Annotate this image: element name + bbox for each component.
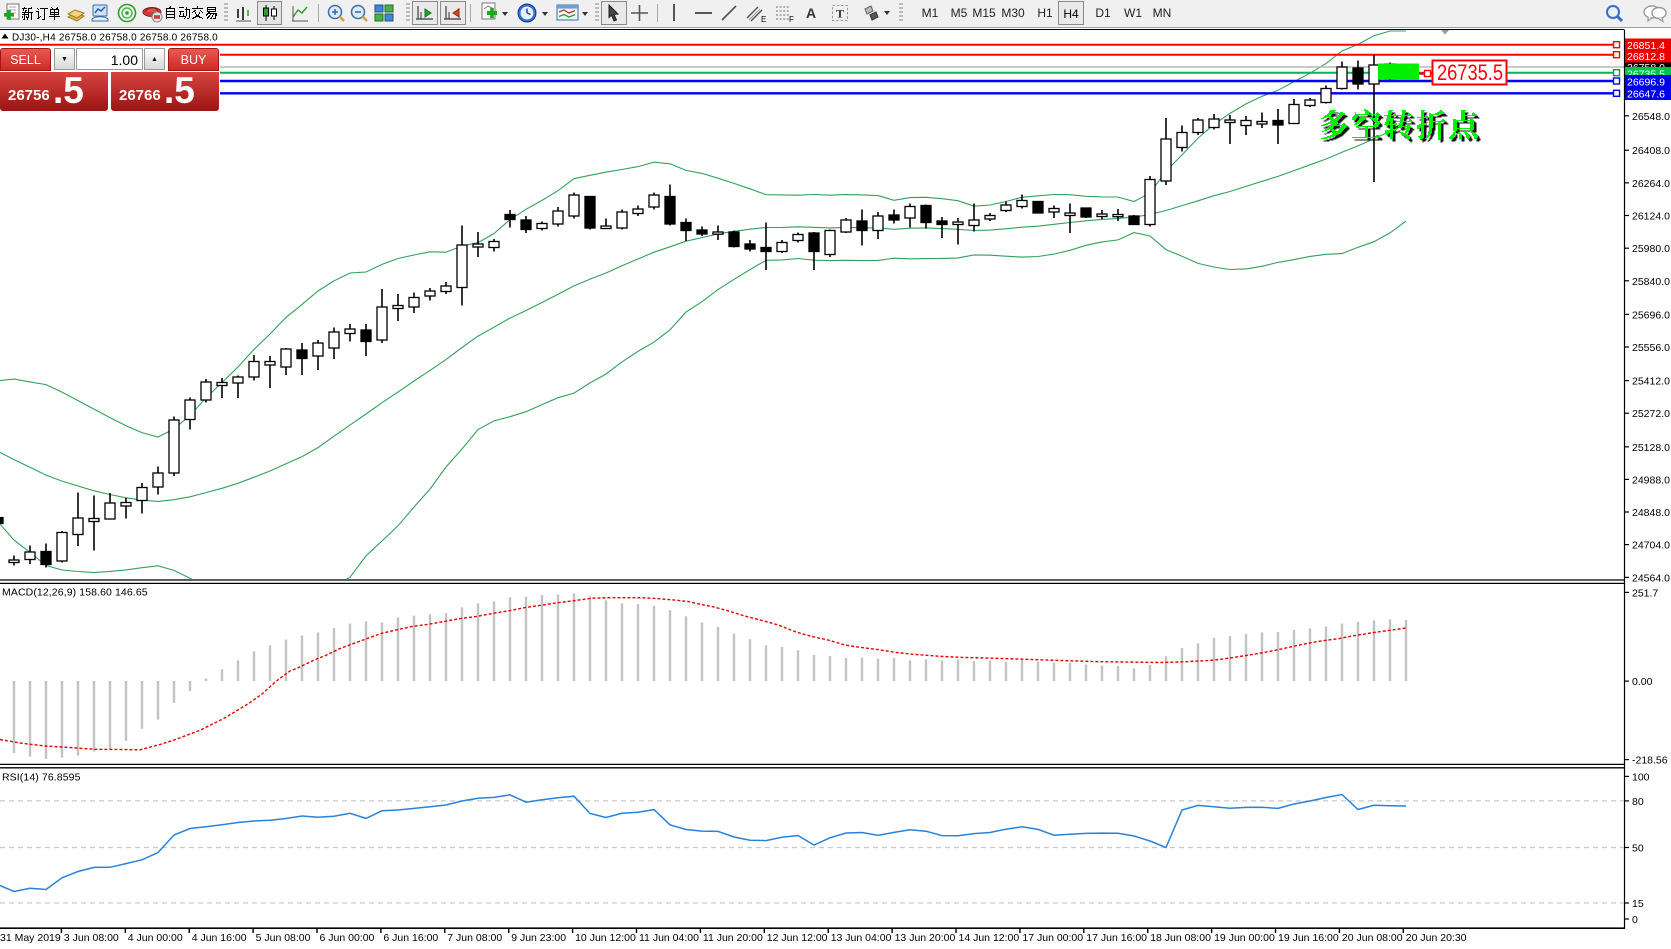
svg-text:100: 100: [1632, 771, 1650, 783]
svg-text:F: F: [789, 15, 794, 23]
svg-text:26647.6: 26647.6: [1627, 89, 1665, 101]
svg-text:9 Jun 23:00: 9 Jun 23:00: [511, 932, 566, 944]
svg-text:25412.0: 25412.0: [1632, 376, 1670, 388]
svg-text:20 Jun 20:30: 20 Jun 20:30: [1406, 932, 1467, 944]
svg-text:25980.0: 25980.0: [1632, 243, 1670, 255]
svg-text:24848.0: 24848.0: [1632, 507, 1670, 519]
svg-text:251.7: 251.7: [1632, 587, 1658, 599]
svg-text:25556.0: 25556.0: [1632, 342, 1670, 354]
svg-text:26124.0: 26124.0: [1632, 211, 1670, 223]
svg-text:20 Jun 08:00: 20 Jun 08:00: [1342, 932, 1403, 944]
svg-text:80: 80: [1632, 796, 1644, 808]
svg-text:26548.0: 26548.0: [1632, 111, 1670, 123]
svg-text:24704.0: 24704.0: [1632, 540, 1670, 552]
svg-text:25272.0: 25272.0: [1632, 408, 1670, 420]
svg-text:DJ30-,H4 26758.0 26758.0 2675: DJ30-,H4 26758.0 26758.0 26758.0 26758.0: [12, 33, 218, 44]
svg-text:7 Jun 08:00: 7 Jun 08:00: [447, 932, 502, 944]
svg-text:26851.4: 26851.4: [1627, 40, 1665, 52]
svg-text:31 May 2019: 31 May 2019: [0, 932, 61, 944]
svg-text:RSI(14) 76.8595: RSI(14) 76.8595: [2, 772, 81, 784]
svg-text:3 Jun 08:00: 3 Jun 08:00: [64, 932, 119, 944]
svg-text:6 Jun 16:00: 6 Jun 16:00: [383, 932, 438, 944]
svg-text:4 Jun 00:00: 4 Jun 00:00: [128, 932, 183, 944]
svg-text:6 Jun 00:00: 6 Jun 00:00: [320, 932, 375, 944]
svg-text:12 Jun 12:00: 12 Jun 12:00: [767, 932, 828, 944]
svg-text:10 Jun 12:00: 10 Jun 12:00: [575, 932, 636, 944]
svg-text:15: 15: [1632, 898, 1644, 910]
svg-text:26696.9: 26696.9: [1627, 77, 1665, 89]
svg-text:11 Jun 04:00: 11 Jun 04:00: [639, 932, 699, 944]
svg-text:4 Jun 16:00: 4 Jun 16:00: [192, 932, 247, 944]
svg-text:5 Jun 08:00: 5 Jun 08:00: [256, 932, 311, 944]
svg-text:13 Jun 04:00: 13 Jun 04:00: [831, 932, 892, 944]
svg-text:26735.5: 26735.5: [1437, 60, 1503, 85]
svg-text:24988.0: 24988.0: [1632, 474, 1670, 486]
svg-text:17 Jun 00:00: 17 Jun 00:00: [1022, 932, 1083, 944]
svg-text:17 Jun 16:00: 17 Jun 16:00: [1086, 932, 1147, 944]
svg-text:24564.0: 24564.0: [1632, 572, 1670, 584]
svg-text:25696.0: 25696.0: [1632, 309, 1670, 321]
svg-text:26264.0: 26264.0: [1632, 178, 1670, 190]
svg-text:18 Jun 08:00: 18 Jun 08:00: [1150, 932, 1211, 944]
svg-text:T: T: [836, 7, 844, 21]
svg-text:E: E: [761, 15, 766, 23]
svg-text:26812.8: 26812.8: [1627, 51, 1665, 63]
svg-text:25840.0: 25840.0: [1632, 276, 1670, 288]
svg-text:0: 0: [1632, 914, 1638, 926]
svg-text:14 Jun 12:00: 14 Jun 12:00: [959, 932, 1020, 944]
svg-text:50: 50: [1632, 843, 1644, 855]
svg-text:0.00: 0.00: [1632, 676, 1653, 688]
svg-text:19 Jun 00:00: 19 Jun 00:00: [1214, 932, 1275, 944]
svg-text:25128.0: 25128.0: [1632, 442, 1670, 454]
svg-text:-218.56: -218.56: [1632, 755, 1668, 767]
svg-text:MACD(12,26,9) 158.60 146.65: MACD(12,26,9) 158.60 146.65: [2, 587, 148, 599]
svg-text:19 Jun 16:00: 19 Jun 16:00: [1278, 932, 1339, 944]
svg-text:13 Jun 20:00: 13 Jun 20:00: [895, 932, 956, 944]
svg-text:11 Jun 20:00: 11 Jun 20:00: [703, 932, 763, 944]
svg-text:26408.0: 26408.0: [1632, 145, 1670, 157]
